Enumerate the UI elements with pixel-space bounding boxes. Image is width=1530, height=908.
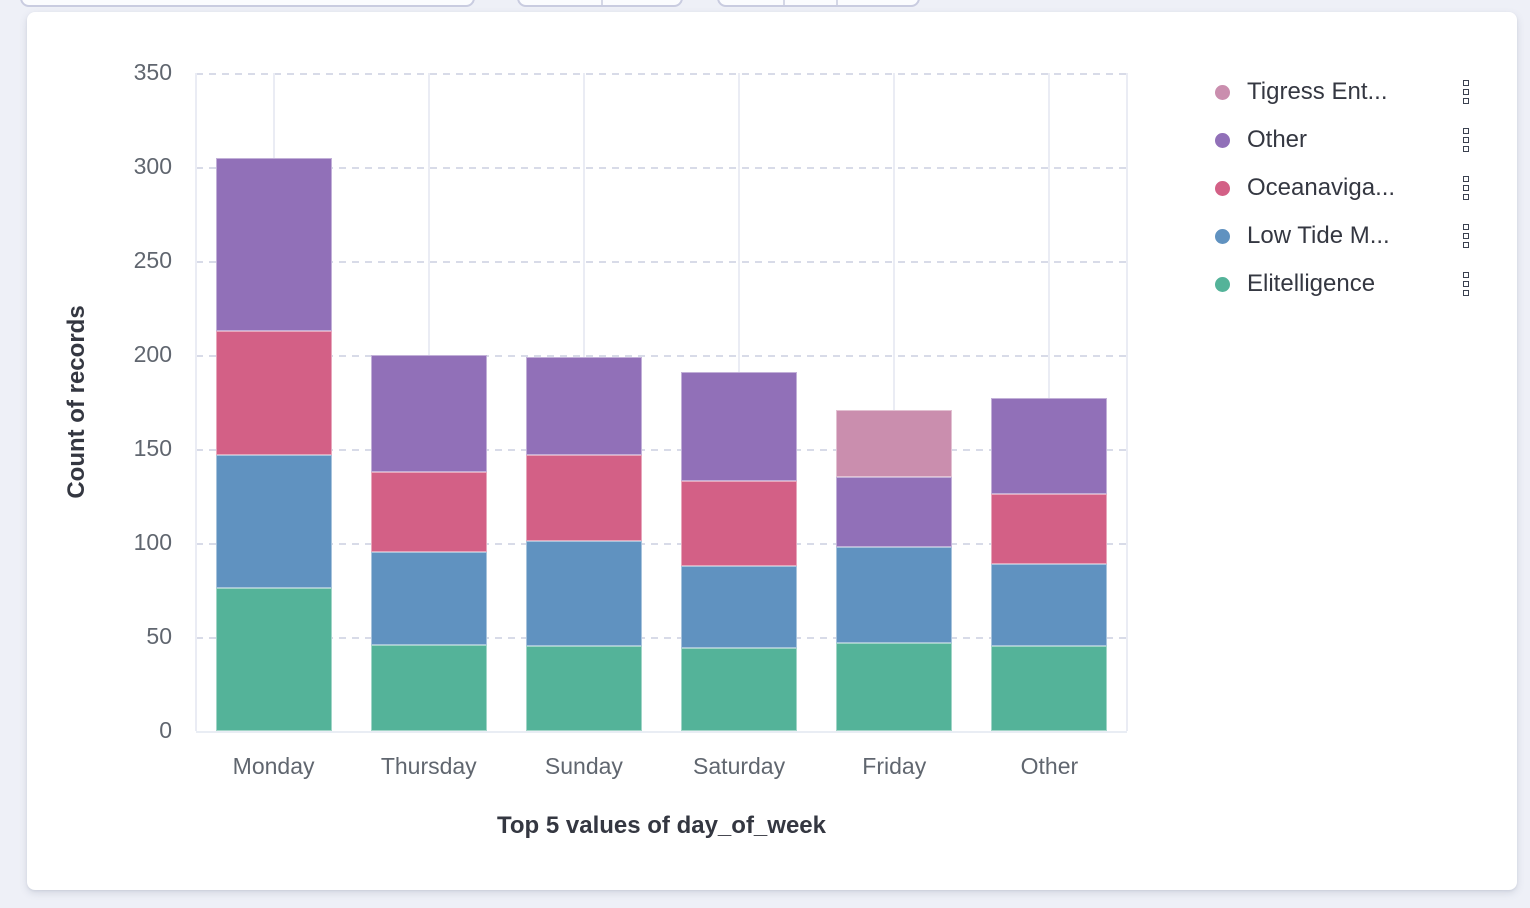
y-tick-label: 350 <box>133 58 172 85</box>
bar-segment-thursday-other[interactable] <box>370 355 487 472</box>
x-tick-label: Friday <box>862 753 927 779</box>
gridline-horizontal <box>196 167 1127 169</box>
gridline-vertical <box>893 73 896 731</box>
legend-color-dot <box>1215 84 1230 100</box>
legend-item[interactable]: Elitelligence <box>1215 260 1471 308</box>
legend-actions-icon[interactable] <box>1461 268 1471 300</box>
bar-segment-saturday-low-tide-m[interactable] <box>681 565 798 649</box>
square-glyph <box>1463 224 1469 230</box>
bar-segment-friday-low-tide-m[interactable] <box>836 546 953 643</box>
square-glyph <box>1463 290 1469 296</box>
y-tick-label: 200 <box>133 340 172 367</box>
gridline-horizontal <box>196 637 1127 639</box>
bar-segment-sunday-elitelligence[interactable] <box>525 646 642 731</box>
bar-segment-other-other[interactable] <box>991 398 1108 495</box>
x-tick-label: Monday <box>232 753 315 779</box>
square-glyph <box>1463 137 1469 143</box>
gridline-vertical <box>195 73 197 731</box>
y-tick-label: 0 <box>159 716 172 743</box>
bar-segment-saturday-oceanaviga[interactable] <box>681 480 798 566</box>
x-axis-title: Top 5 values of day_of_week <box>496 812 826 839</box>
pill-divider <box>836 0 838 5</box>
square-glyph <box>1463 80 1469 86</box>
pill-divider <box>601 0 603 5</box>
bar-segment-saturday-elitelligence[interactable] <box>681 648 798 731</box>
stacked-bar-chart: Count of records Top 5 values of day_of_… <box>27 12 1517 890</box>
y-tick-label: 300 <box>133 152 172 179</box>
square-glyph <box>1463 242 1469 248</box>
square-glyph <box>1463 98 1469 104</box>
bar-segment-friday-tigress-ent[interactable] <box>836 409 953 478</box>
search-bar-pill[interactable] <box>20 0 475 7</box>
gridline-vertical <box>1126 73 1128 731</box>
square-glyph <box>1463 146 1469 152</box>
legend-actions-icon[interactable] <box>1461 220 1471 252</box>
legend-item-label: Low Tide M... <box>1247 222 1390 249</box>
legend-item-label: Elitelligence <box>1247 270 1376 297</box>
legend-item[interactable]: Other <box>1215 116 1471 164</box>
bar-segment-friday-elitelligence[interactable] <box>836 642 953 731</box>
gridline-horizontal <box>196 731 1127 733</box>
square-glyph <box>1463 194 1469 200</box>
bar-segment-sunday-low-tide-m[interactable] <box>525 541 642 647</box>
chart-legend: Tigress Ent... Other Oceanaviga... Low Tide… <box>1215 68 1471 308</box>
bar-segment-thursday-oceanaviga[interactable] <box>370 471 487 553</box>
date-picker-pill[interactable] <box>717 0 920 7</box>
legend-actions-icon[interactable] <box>1461 172 1471 204</box>
bar-segment-friday-other[interactable] <box>836 477 953 547</box>
gridline-horizontal <box>196 355 1127 357</box>
x-tick-label: Other <box>1020 753 1079 779</box>
square-glyph <box>1463 272 1469 278</box>
legend-color-dot <box>1215 228 1230 244</box>
x-tick-label: Thursday <box>380 753 477 779</box>
legend-item[interactable]: Low Tide M... <box>1215 212 1471 260</box>
gridline-horizontal <box>196 543 1127 545</box>
gridline-horizontal <box>196 261 1127 263</box>
bar-segment-other-low-tide-m[interactable] <box>991 563 1108 647</box>
square-glyph <box>1463 89 1469 95</box>
legend-color-dot <box>1215 180 1230 196</box>
bar-segment-other-oceanaviga[interactable] <box>991 494 1108 564</box>
bar-segment-monday-elitelligence[interactable] <box>215 588 332 731</box>
bar-segment-monday-other[interactable] <box>215 157 332 331</box>
gridline-horizontal <box>196 73 1127 75</box>
legend-item-label: Oceanaviga... <box>1247 174 1396 201</box>
chart-panel: Count of records Top 5 values of day_of_… <box>27 12 1517 890</box>
legend-actions-icon[interactable] <box>1461 76 1471 108</box>
y-axis-title: Count of records <box>63 305 90 499</box>
bar-segment-monday-oceanaviga[interactable] <box>215 330 332 455</box>
gridline-horizontal <box>196 449 1127 451</box>
square-glyph <box>1463 233 1469 239</box>
legend-item[interactable]: Oceanaviga... <box>1215 164 1471 212</box>
bar-segment-thursday-elitelligence[interactable] <box>370 644 487 731</box>
square-glyph <box>1463 176 1469 182</box>
legend-color-dot <box>1215 132 1230 148</box>
bar-segment-sunday-other[interactable] <box>525 356 642 455</box>
y-tick-label: 100 <box>133 528 172 555</box>
legend-item-label: Tigress Ent... <box>1247 78 1388 105</box>
bar-segment-other-elitelligence[interactable] <box>991 646 1108 731</box>
bar-segment-monday-low-tide-m[interactable] <box>215 454 332 589</box>
legend-item-label: Other <box>1247 126 1308 153</box>
control-pill[interactable] <box>517 0 683 7</box>
y-tick-label: 250 <box>133 246 172 273</box>
square-glyph <box>1463 128 1469 134</box>
pill-divider <box>783 0 785 5</box>
x-tick-label: Saturday <box>693 753 786 779</box>
bar-segment-saturday-other[interactable] <box>681 371 798 481</box>
y-tick-label: 50 <box>146 622 172 649</box>
square-glyph <box>1463 281 1469 287</box>
legend-item[interactable]: Tigress Ent... <box>1215 68 1471 116</box>
y-tick-label: 150 <box>133 434 172 461</box>
square-glyph <box>1463 185 1469 191</box>
x-tick-label: Sunday <box>544 753 623 779</box>
legend-actions-icon[interactable] <box>1461 124 1471 156</box>
bar-segment-sunday-oceanaviga[interactable] <box>525 454 642 542</box>
legend-color-dot <box>1215 276 1230 292</box>
bar-segment-thursday-low-tide-m[interactable] <box>370 552 487 645</box>
